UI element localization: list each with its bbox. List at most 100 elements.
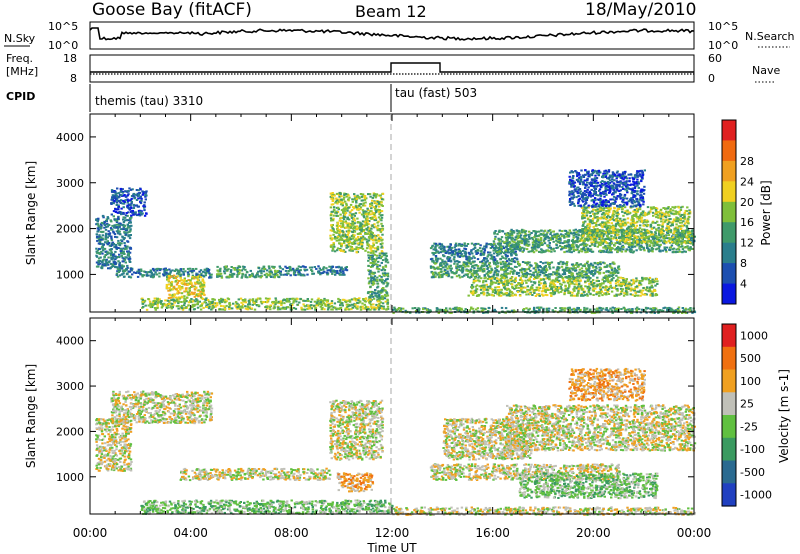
heatmap-cell (472, 255, 475, 258)
heatmap-cell (483, 292, 486, 295)
heatmap-cell (269, 272, 272, 275)
heatmap-cell (236, 270, 240, 273)
heatmap-cell (384, 265, 388, 268)
heatmap-cell (155, 273, 159, 276)
heatmap-cell (327, 306, 330, 309)
heatmap-cell (586, 294, 589, 297)
heatmap-cell (377, 306, 380, 309)
heatmap-cell (196, 306, 200, 309)
heatmap-cell (599, 292, 602, 295)
heatmap-cell (344, 200, 347, 203)
heatmap-cell (455, 265, 458, 268)
heatmap-cell (386, 278, 389, 280)
heatmap-cell (143, 206, 146, 209)
heatmap-cell (494, 263, 498, 266)
heatmap-cell (462, 263, 466, 266)
heatmap-cell (563, 293, 566, 296)
heatmap-cell (373, 223, 376, 226)
heatmap-cell (335, 192, 339, 195)
heatmap-cell (684, 307, 687, 310)
heatmap-cell (371, 254, 374, 257)
heatmap-cell (571, 282, 574, 285)
heatmap-cell (483, 268, 486, 271)
heatmap-cell (154, 268, 157, 271)
heatmap-cell (103, 226, 106, 229)
heatmap-cell (101, 245, 104, 248)
heatmap-cell (112, 261, 116, 264)
heatmap-cell (598, 262, 602, 265)
heatmap-cell (489, 247, 493, 249)
heatmap-cell (173, 293, 176, 296)
heatmap-cell (190, 291, 193, 294)
heatmap-cell (533, 289, 537, 292)
heatmap-cell (358, 301, 361, 304)
heatmap-cell (111, 265, 114, 268)
heatmap-cell (525, 271, 528, 274)
heatmap-cell (633, 295, 637, 297)
heatmap-cell (449, 308, 452, 311)
heatmap-cell (254, 274, 258, 277)
heatmap-cell (600, 309, 603, 312)
heatmap-cell (279, 300, 282, 303)
heatmap-cell (381, 302, 385, 305)
heatmap-cell (115, 246, 118, 249)
heatmap-cell (117, 271, 120, 273)
heatmap-cell (513, 257, 517, 260)
heatmap-cell (644, 310, 647, 313)
heatmap-cell (597, 280, 600, 282)
heatmap-cell (362, 212, 365, 215)
nsearch-label: N.Search (745, 30, 795, 43)
heatmap-cell (382, 307, 386, 310)
heatmap-cell (257, 266, 261, 269)
heatmap-cell (333, 237, 337, 240)
heatmap-cell (502, 247, 506, 250)
heatmap-cell (527, 268, 531, 271)
heatmap-cell (349, 245, 352, 248)
heatmap-cell (436, 259, 439, 262)
heatmap-cell (367, 256, 371, 259)
heatmap-cell (122, 257, 125, 260)
heatmap-cell (365, 238, 368, 241)
heatmap-cell (132, 195, 135, 198)
heatmap-cell (583, 294, 587, 297)
heatmap-cell (141, 190, 144, 193)
heatmap-cell (622, 283, 625, 286)
heatmap-cell (367, 277, 370, 280)
heatmap-cell (145, 273, 148, 276)
heatmap-cell (190, 270, 193, 273)
heatmap-cell (376, 208, 379, 211)
heatmap-cell (490, 279, 493, 282)
heatmap-cell (338, 195, 341, 198)
heatmap-cell (330, 195, 334, 198)
heatmap-cell (201, 284, 204, 287)
heatmap-cell (116, 267, 120, 270)
heatmap-cell (303, 305, 306, 308)
heatmap-cell (355, 197, 358, 200)
heatmap-cell (113, 224, 116, 227)
heatmap-cell (378, 295, 381, 298)
heatmap-cell (644, 278, 648, 281)
heatmap-cell (130, 195, 134, 197)
heatmap-cell (169, 294, 172, 297)
heatmap-cell (381, 192, 385, 195)
heatmap-cell (103, 264, 107, 267)
heatmap-cell (162, 268, 165, 271)
heatmap-cell (189, 279, 192, 282)
heatmap-cell (338, 273, 342, 276)
heatmap-cell (503, 273, 506, 276)
heatmap-cell (447, 275, 450, 278)
heatmap-cell (465, 262, 468, 265)
heatmap-cell (118, 268, 122, 271)
heatmap-cell (577, 291, 580, 294)
heatmap-cell (502, 281, 505, 284)
heatmap-cell (340, 216, 343, 219)
heatmap-cell (385, 274, 389, 277)
heatmap-cell (139, 188, 142, 191)
heatmap-cell (368, 213, 372, 216)
heatmap-cell (197, 292, 200, 295)
heatmap-cell (444, 250, 447, 253)
heatmap-cell (360, 239, 364, 242)
heatmap-cell (342, 221, 346, 224)
heatmap-cell (174, 288, 178, 291)
heatmap-cell (563, 309, 566, 312)
